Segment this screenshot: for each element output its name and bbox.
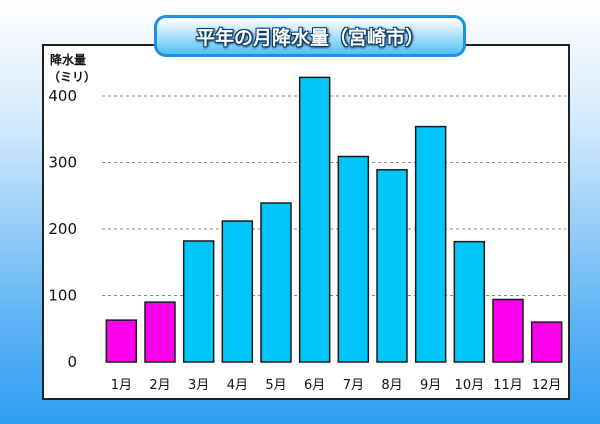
bar-2 [144,301,176,363]
bar-10 [453,240,486,363]
bar-7 [337,155,370,363]
x-tick-label-10: 10月 [455,378,485,393]
y-tick-label-100: 100 [48,287,77,305]
x-tick-label-3: 3月 [188,378,209,393]
y-tick-label-0: 0 [67,353,77,371]
chart-title: 平年の月降水量（宮崎市） [195,26,424,49]
x-tick-label-8: 8月 [381,378,402,393]
x-tick-label-6: 6月 [304,378,325,393]
y-axis-label-line-1: 降水量 [50,53,87,67]
bar-5 [260,202,292,363]
bar-11 [492,298,524,363]
y-tick-label-200: 200 [48,220,77,238]
x-tick-label-12: 12月 [532,378,562,393]
x-tick-label-2: 2月 [149,378,170,393]
bar-4 [221,220,254,363]
bar-12 [530,321,563,363]
y-tick-label-400: 400 [48,87,77,105]
x-tick-label-1: 1月 [111,378,132,393]
bar-1 [105,319,138,363]
bar-8 [376,169,408,363]
x-tick-label-7: 7月 [343,378,364,393]
bar-6 [298,76,331,363]
y-axis-label-line-2: （ミリ） [48,70,97,84]
x-tick-label-11: 11月 [493,378,523,393]
bar-9 [414,125,447,363]
y-tick-label-300: 300 [48,154,77,172]
x-tick-label-4: 4月 [227,378,248,393]
bar-3 [182,240,215,363]
x-tick-label-5: 5月 [265,378,286,393]
chart-title-box: 平年の月降水量（宮崎市） [154,15,466,57]
x-tick-label-9: 9月 [420,378,441,393]
